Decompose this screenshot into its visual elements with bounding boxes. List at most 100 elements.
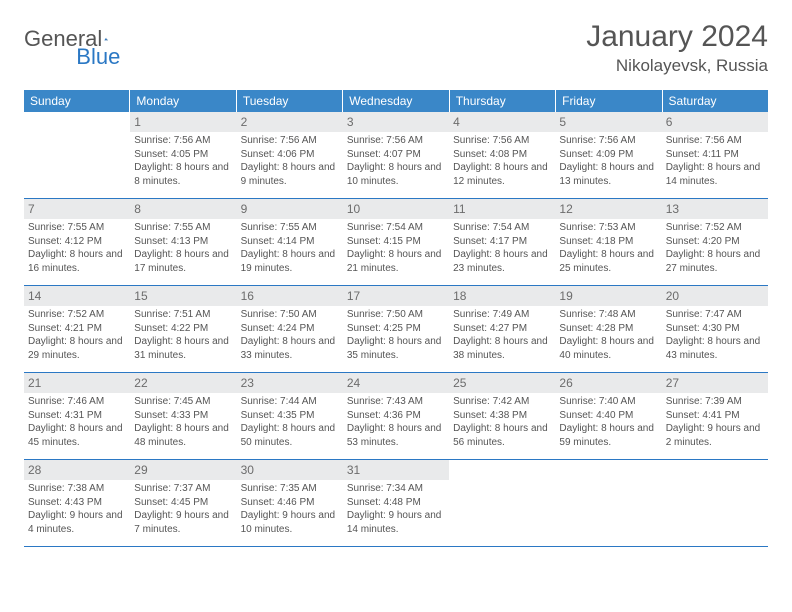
- sunset-text: Sunset: 4:22 PM: [134, 322, 232, 336]
- day-number: 7: [24, 199, 130, 219]
- sunset-text: Sunset: 4:33 PM: [134, 409, 232, 423]
- day-cell: 24Sunrise: 7:43 AMSunset: 4:36 PMDayligh…: [343, 373, 449, 459]
- day-cell: 20Sunrise: 7:47 AMSunset: 4:30 PMDayligh…: [662, 286, 768, 372]
- sunrise-text: Sunrise: 7:42 AM: [453, 395, 551, 409]
- daylight-text: Daylight: 8 hours and 13 minutes.: [559, 161, 657, 188]
- dow-tuesday: Tuesday: [237, 90, 343, 112]
- sunset-text: Sunset: 4:21 PM: [28, 322, 126, 336]
- brand-part2: Blue: [76, 44, 120, 70]
- day-details: Sunrise: 7:52 AMSunset: 4:20 PMDaylight:…: [662, 221, 768, 281]
- daylight-text: Daylight: 8 hours and 17 minutes.: [134, 248, 232, 275]
- day-number: 5: [555, 112, 661, 132]
- daylight-text: Daylight: 8 hours and 10 minutes.: [347, 161, 445, 188]
- sunset-text: Sunset: 4:30 PM: [666, 322, 764, 336]
- day-cell: 4Sunrise: 7:56 AMSunset: 4:08 PMDaylight…: [449, 112, 555, 198]
- week-row: 14Sunrise: 7:52 AMSunset: 4:21 PMDayligh…: [24, 286, 768, 373]
- daylight-text: Daylight: 9 hours and 4 minutes.: [28, 509, 126, 536]
- day-details: Sunrise: 7:35 AMSunset: 4:46 PMDaylight:…: [237, 482, 343, 542]
- sunrise-text: Sunrise: 7:35 AM: [241, 482, 339, 496]
- daylight-text: Daylight: 8 hours and 31 minutes.: [134, 335, 232, 362]
- day-number: 16: [237, 286, 343, 306]
- daylight-text: Daylight: 8 hours and 9 minutes.: [241, 161, 339, 188]
- sunset-text: Sunset: 4:27 PM: [453, 322, 551, 336]
- sunset-text: Sunset: 4:12 PM: [28, 235, 126, 249]
- day-cell: 31Sunrise: 7:34 AMSunset: 4:48 PMDayligh…: [343, 460, 449, 546]
- daylight-text: Daylight: 8 hours and 27 minutes.: [666, 248, 764, 275]
- day-details: Sunrise: 7:43 AMSunset: 4:36 PMDaylight:…: [343, 395, 449, 455]
- dow-monday: Monday: [130, 90, 236, 112]
- day-number: 4: [449, 112, 555, 132]
- day-cell: 3Sunrise: 7:56 AMSunset: 4:07 PMDaylight…: [343, 112, 449, 198]
- dow-friday: Friday: [556, 90, 662, 112]
- day-details: Sunrise: 7:50 AMSunset: 4:24 PMDaylight:…: [237, 308, 343, 368]
- sunrise-text: Sunrise: 7:55 AM: [241, 221, 339, 235]
- sunset-text: Sunset: 4:20 PM: [666, 235, 764, 249]
- day-cell: 22Sunrise: 7:45 AMSunset: 4:33 PMDayligh…: [130, 373, 236, 459]
- sunrise-text: Sunrise: 7:47 AM: [666, 308, 764, 322]
- dow-wednesday: Wednesday: [343, 90, 449, 112]
- day-number: 10: [343, 199, 449, 219]
- day-number: 28: [24, 460, 130, 480]
- sunset-text: Sunset: 4:07 PM: [347, 148, 445, 162]
- daylight-text: Daylight: 8 hours and 14 minutes.: [666, 161, 764, 188]
- sunrise-text: Sunrise: 7:56 AM: [559, 134, 657, 148]
- day-cell: 18Sunrise: 7:49 AMSunset: 4:27 PMDayligh…: [449, 286, 555, 372]
- sunrise-text: Sunrise: 7:56 AM: [347, 134, 445, 148]
- title-block: January 2024 Nikolayevsk, Russia: [586, 20, 768, 76]
- sunrise-text: Sunrise: 7:46 AM: [28, 395, 126, 409]
- sunset-text: Sunset: 4:25 PM: [347, 322, 445, 336]
- sunset-text: Sunset: 4:31 PM: [28, 409, 126, 423]
- day-cell: 9Sunrise: 7:55 AMSunset: 4:14 PMDaylight…: [237, 199, 343, 285]
- sunset-text: Sunset: 4:41 PM: [666, 409, 764, 423]
- sunrise-text: Sunrise: 7:49 AM: [453, 308, 551, 322]
- sunset-text: Sunset: 4:43 PM: [28, 496, 126, 510]
- day-details: Sunrise: 7:56 AMSunset: 4:11 PMDaylight:…: [662, 134, 768, 194]
- sunrise-text: Sunrise: 7:39 AM: [666, 395, 764, 409]
- day-number: 13: [662, 199, 768, 219]
- day-cell: 14Sunrise: 7:52 AMSunset: 4:21 PMDayligh…: [24, 286, 130, 372]
- daylight-text: Daylight: 8 hours and 53 minutes.: [347, 422, 445, 449]
- dow-saturday: Saturday: [663, 90, 768, 112]
- brand-logo: General Blue: [24, 20, 180, 52]
- day-number: 29: [130, 460, 236, 480]
- sunrise-text: Sunrise: 7:54 AM: [347, 221, 445, 235]
- day-number: 30: [237, 460, 343, 480]
- sunrise-text: Sunrise: 7:56 AM: [453, 134, 551, 148]
- calendar-grid: Sunday Monday Tuesday Wednesday Thursday…: [24, 90, 768, 547]
- week-row: 7Sunrise: 7:55 AMSunset: 4:12 PMDaylight…: [24, 199, 768, 286]
- day-details: Sunrise: 7:54 AMSunset: 4:15 PMDaylight:…: [343, 221, 449, 281]
- day-details: Sunrise: 7:48 AMSunset: 4:28 PMDaylight:…: [555, 308, 661, 368]
- daylight-text: Daylight: 9 hours and 2 minutes.: [666, 422, 764, 449]
- sunset-text: Sunset: 4:06 PM: [241, 148, 339, 162]
- day-cell: .: [662, 460, 768, 546]
- sunset-text: Sunset: 4:09 PM: [559, 148, 657, 162]
- day-details: Sunrise: 7:40 AMSunset: 4:40 PMDaylight:…: [555, 395, 661, 455]
- day-details: Sunrise: 7:50 AMSunset: 4:25 PMDaylight:…: [343, 308, 449, 368]
- sunset-text: Sunset: 4:45 PM: [134, 496, 232, 510]
- day-number: 15: [130, 286, 236, 306]
- day-details: Sunrise: 7:38 AMSunset: 4:43 PMDaylight:…: [24, 482, 130, 542]
- day-cell: 21Sunrise: 7:46 AMSunset: 4:31 PMDayligh…: [24, 373, 130, 459]
- day-details: Sunrise: 7:47 AMSunset: 4:30 PMDaylight:…: [662, 308, 768, 368]
- day-number: 26: [555, 373, 661, 393]
- day-details: Sunrise: 7:56 AMSunset: 4:08 PMDaylight:…: [449, 134, 555, 194]
- day-details: Sunrise: 7:55 AMSunset: 4:13 PMDaylight:…: [130, 221, 236, 281]
- day-details: Sunrise: 7:55 AMSunset: 4:14 PMDaylight:…: [237, 221, 343, 281]
- sunrise-text: Sunrise: 7:50 AM: [241, 308, 339, 322]
- day-details: Sunrise: 7:52 AMSunset: 4:21 PMDaylight:…: [24, 308, 130, 368]
- sunset-text: Sunset: 4:28 PM: [559, 322, 657, 336]
- day-details: Sunrise: 7:42 AMSunset: 4:38 PMDaylight:…: [449, 395, 555, 455]
- month-title: January 2024: [586, 20, 768, 54]
- day-details: Sunrise: 7:44 AMSunset: 4:35 PMDaylight:…: [237, 395, 343, 455]
- sunset-text: Sunset: 4:38 PM: [453, 409, 551, 423]
- sunrise-text: Sunrise: 7:50 AM: [347, 308, 445, 322]
- calendar-page: General Blue January 2024 Nikolayevsk, R…: [0, 0, 792, 567]
- day-number: 24: [343, 373, 449, 393]
- day-number: 25: [449, 373, 555, 393]
- day-cell: 6Sunrise: 7:56 AMSunset: 4:11 PMDaylight…: [662, 112, 768, 198]
- day-details: Sunrise: 7:55 AMSunset: 4:12 PMDaylight:…: [24, 221, 130, 281]
- daylight-text: Daylight: 8 hours and 33 minutes.: [241, 335, 339, 362]
- sunset-text: Sunset: 4:13 PM: [134, 235, 232, 249]
- day-cell: .: [555, 460, 661, 546]
- sunrise-text: Sunrise: 7:37 AM: [134, 482, 232, 496]
